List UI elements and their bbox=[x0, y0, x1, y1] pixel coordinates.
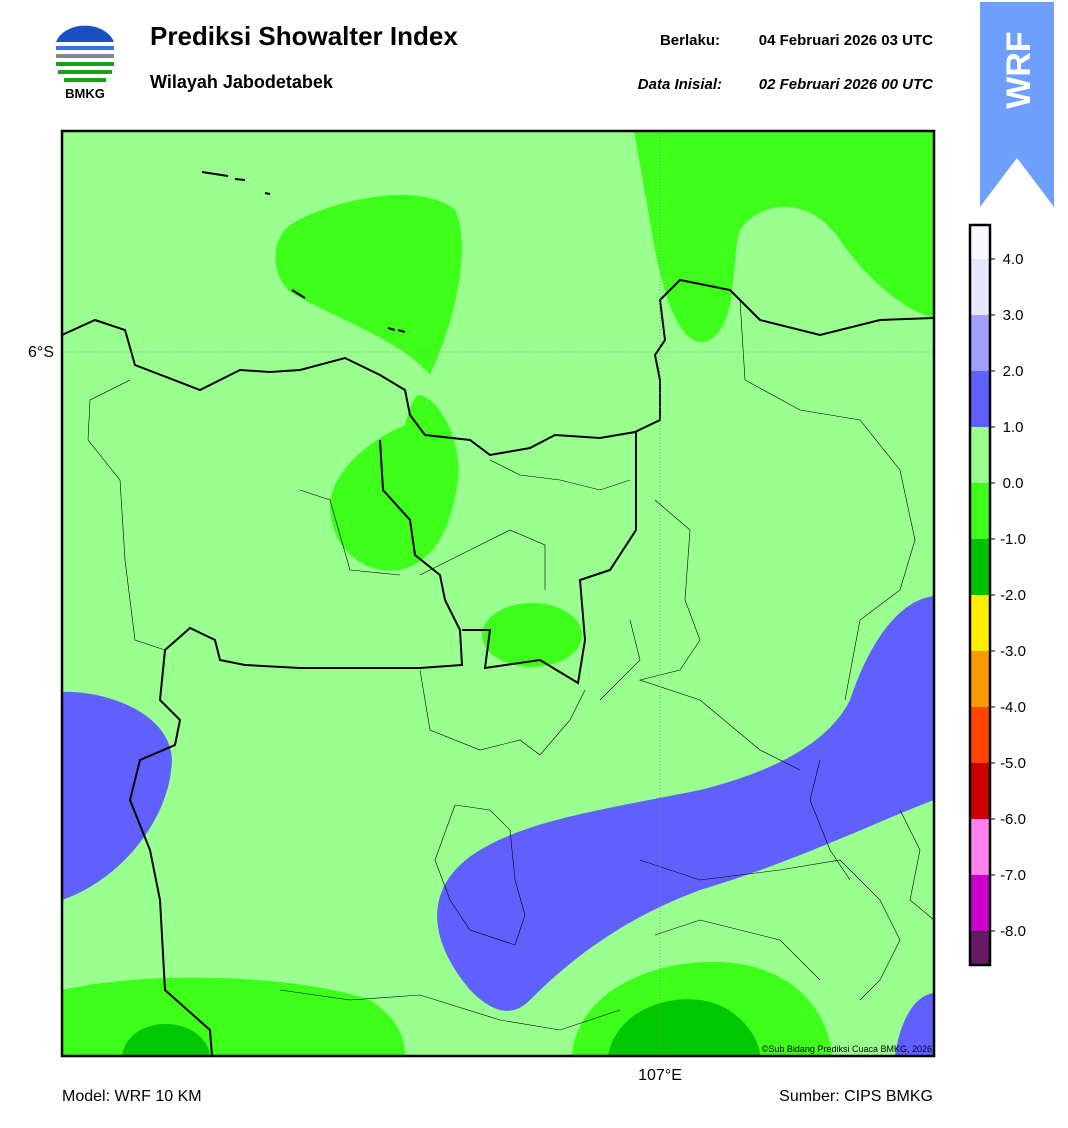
colorbar-label: -8.0 bbox=[1000, 923, 1026, 940]
colorbar-label: 4.0 bbox=[1003, 251, 1024, 268]
init-time: 02 Februari 2026 00 UTC bbox=[759, 76, 934, 93]
colorbar-segment bbox=[970, 595, 990, 651]
colorbar-label: -2.0 bbox=[1000, 587, 1026, 604]
colorbar-label: 1.0 bbox=[1003, 419, 1024, 436]
footer-model: Model: WRF 10 KM bbox=[62, 1088, 202, 1105]
colorbar-label: -7.0 bbox=[1000, 867, 1026, 884]
colorbar-label: -1.0 bbox=[1000, 531, 1026, 548]
colorbar-segment bbox=[970, 259, 990, 315]
colorbar-segment bbox=[970, 707, 990, 763]
map-frame bbox=[60, 129, 936, 1058]
colorbar-label: 2.0 bbox=[1003, 363, 1024, 380]
colorbar-segment bbox=[970, 651, 990, 707]
subtitle: Wilayah Jabodetabek bbox=[150, 72, 334, 92]
colorbar-segment bbox=[970, 225, 990, 259]
colorbar-segment bbox=[970, 539, 990, 595]
colorbar-label: -5.0 bbox=[1000, 755, 1026, 772]
badge bbox=[980, 2, 1054, 207]
colorbar-label: -4.0 bbox=[1000, 699, 1026, 716]
colorbar-segment bbox=[970, 427, 990, 483]
colorbar-segment bbox=[970, 875, 990, 931]
logo-text: BMKG bbox=[65, 86, 105, 101]
colorbar-label: 0.0 bbox=[1003, 475, 1024, 492]
valid-time: 04 Februari 2026 03 UTC bbox=[759, 32, 933, 49]
title: Prediksi Showalter Index bbox=[150, 21, 458, 51]
valid-label: Berlaku: bbox=[660, 32, 720, 49]
colorbar-segment bbox=[970, 931, 990, 965]
logo: BMKG bbox=[56, 25, 114, 101]
footer-source: Sumber: CIPS BMKG bbox=[779, 1088, 933, 1105]
colorbar-segment bbox=[970, 483, 990, 539]
map bbox=[62, 131, 934, 1056]
colorbar-label: -3.0 bbox=[1000, 643, 1026, 660]
colorbar-segment bbox=[970, 371, 990, 427]
colorbar-segment bbox=[970, 763, 990, 819]
colorbar-segment bbox=[970, 315, 990, 371]
colorbar: 4.0 3.0 2.0 1.0 0.0 -1.0 -2.0 -3.0 -4.0 -5.0 -6.0 -… bbox=[968, 223, 1026, 967]
copyright: ©Sub Bidang Prediksi Cuaca BMKG, 2026 bbox=[762, 1044, 932, 1054]
colorbar-label: -6.0 bbox=[1000, 811, 1026, 828]
init-label: Data Inisial: bbox=[638, 76, 722, 93]
colorbar-segment bbox=[970, 819, 990, 875]
lat-label: 6°S bbox=[28, 344, 54, 361]
badge-text: WRF bbox=[1000, 31, 1038, 108]
lon-label: 107°E bbox=[638, 1067, 682, 1084]
colorbar-label: 3.0 bbox=[1003, 307, 1024, 324]
